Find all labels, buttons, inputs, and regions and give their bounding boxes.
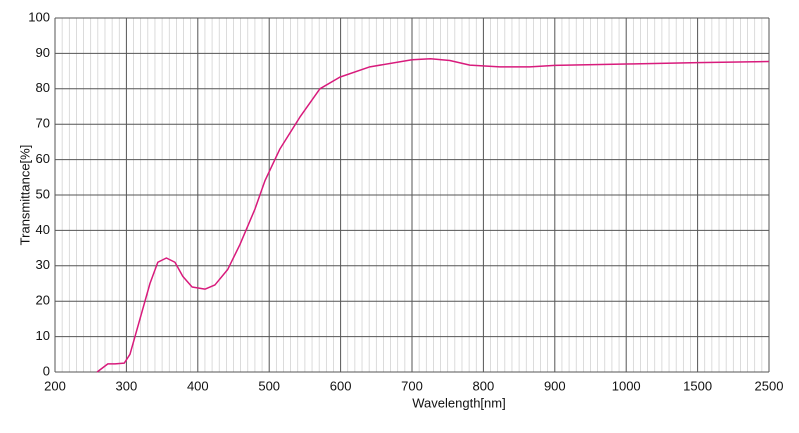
- y-tick-label: 10: [36, 328, 50, 343]
- y-tick-label: 80: [36, 80, 50, 95]
- y-axis-label: Transmittance[%]: [17, 145, 32, 246]
- x-tick-label: 2500: [755, 378, 784, 393]
- x-axis-label: Wavelength[nm]: [412, 395, 505, 410]
- y-tick-label: 50: [36, 186, 50, 201]
- x-tick-label: 1500: [683, 378, 712, 393]
- y-tick-label: 70: [36, 116, 50, 131]
- x-tick-label: 800: [473, 378, 495, 393]
- x-tick-label: 1000: [612, 378, 641, 393]
- y-tick-label: 30: [36, 257, 50, 272]
- y-tick-label: 0: [43, 363, 50, 378]
- y-tick-label: 100: [28, 9, 50, 24]
- x-tick-label: 500: [258, 378, 280, 393]
- x-tick-label: 400: [187, 378, 209, 393]
- x-tick-label: 200: [44, 378, 66, 393]
- x-tick-label: 300: [116, 378, 138, 393]
- x-tick-label: 900: [544, 378, 566, 393]
- y-tick-label: 20: [36, 293, 50, 308]
- y-tick-label: 90: [36, 45, 50, 60]
- y-tick-label: 60: [36, 151, 50, 166]
- x-tick-label: 600: [330, 378, 352, 393]
- y-tick-label: 40: [36, 222, 50, 237]
- line: [96, 57, 770, 373]
- x-tick-label: 700: [401, 378, 423, 393]
